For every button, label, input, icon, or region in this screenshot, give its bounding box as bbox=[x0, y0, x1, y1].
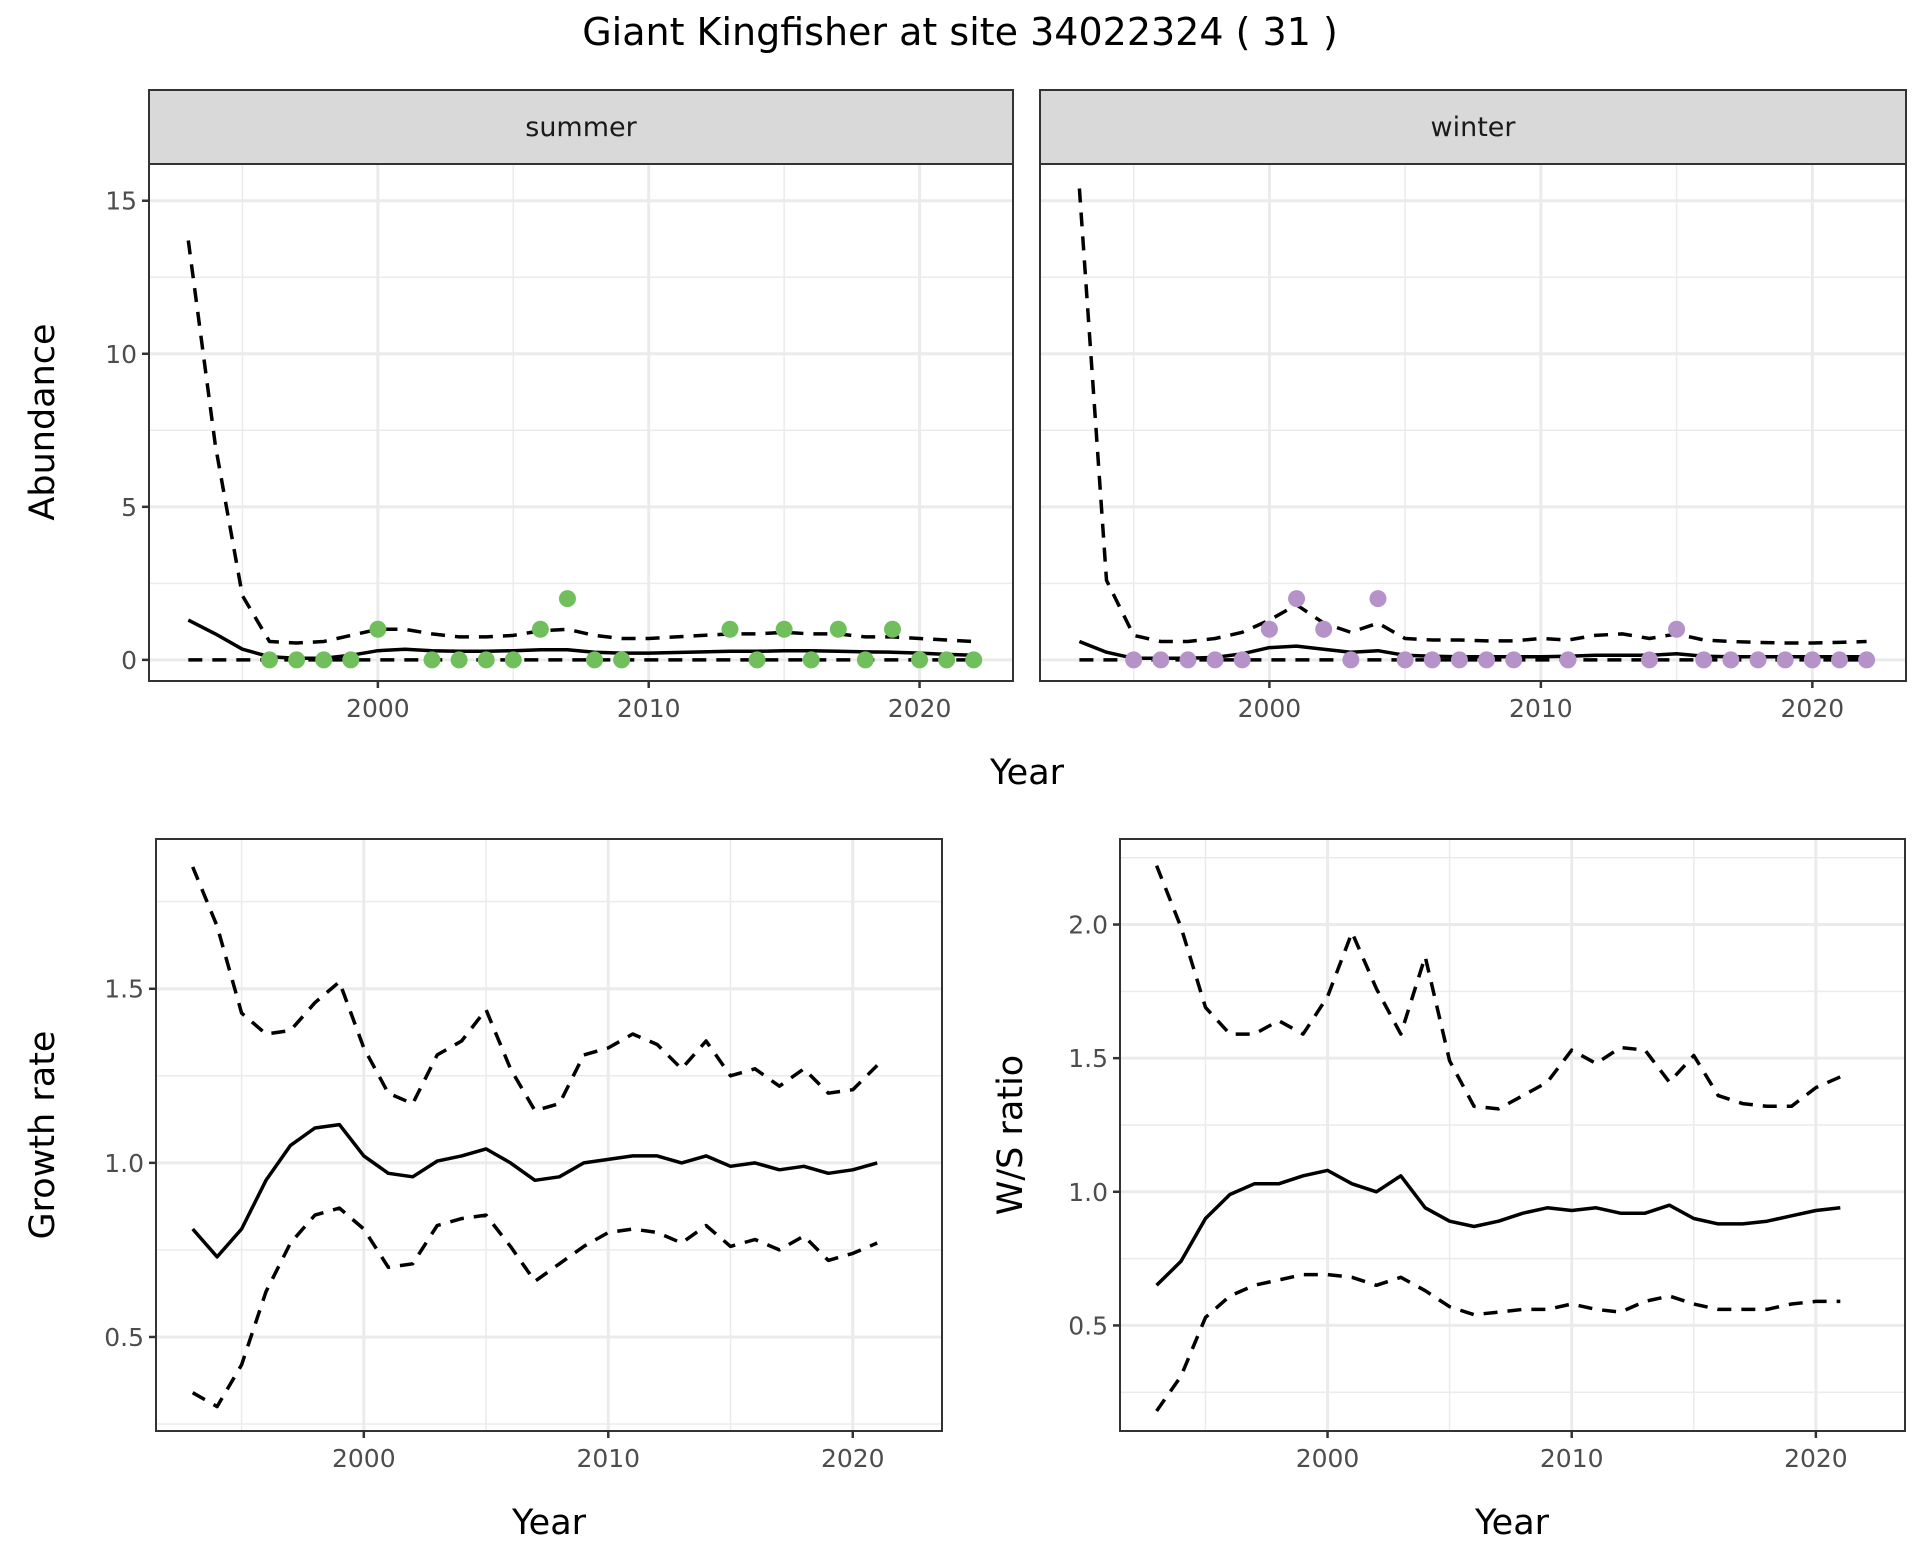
y-tick-label: 0.5 bbox=[104, 1323, 144, 1352]
data-point bbox=[1206, 651, 1224, 669]
data-point bbox=[531, 620, 549, 638]
data-point bbox=[1179, 651, 1197, 669]
panel-background bbox=[1040, 164, 1906, 681]
y-tick-label: 15 bbox=[105, 187, 137, 216]
data-point bbox=[423, 651, 441, 669]
y-axis-title: Growth rate bbox=[23, 1031, 63, 1240]
data-point bbox=[1640, 651, 1658, 669]
facet-strip bbox=[1039, 89, 1907, 165]
summer-panel: 2000 2010 2020 0 5 10 15 summer bbox=[105, 89, 1014, 723]
data-point bbox=[1505, 651, 1523, 669]
data-point bbox=[1478, 651, 1496, 669]
y-tick-label: 1.0 bbox=[1068, 1178, 1108, 1207]
data-point bbox=[1396, 651, 1414, 669]
mean-line bbox=[1155, 1168, 1841, 1287]
panel-border bbox=[155, 838, 943, 1432]
data-point bbox=[342, 651, 360, 669]
data-point bbox=[586, 651, 604, 669]
panel-background bbox=[1120, 839, 1905, 1431]
y-tick-label: 2.0 bbox=[1068, 911, 1108, 940]
data-point bbox=[1152, 651, 1170, 669]
y-axis-title: W/S ratio bbox=[991, 1055, 1031, 1215]
panel-border bbox=[1119, 838, 1906, 1432]
facet-strip bbox=[148, 89, 1014, 165]
data-point bbox=[450, 651, 468, 669]
y-tick-label: 10 bbox=[105, 340, 137, 369]
y-tick-label: 1.5 bbox=[1068, 1044, 1108, 1073]
data-point bbox=[1830, 651, 1848, 669]
data-point bbox=[1803, 651, 1821, 669]
data-point bbox=[1858, 651, 1876, 669]
y-tick-label: 0.5 bbox=[1068, 1311, 1108, 1340]
x-tick-label: 2020 bbox=[1784, 1444, 1848, 1473]
growth-rate-panel: 2000 2010 2020 0.5 1.0 1.5 bbox=[104, 838, 943, 1473]
upper-bound-line bbox=[191, 866, 879, 1113]
facet-strip-label: winter bbox=[1431, 112, 1517, 143]
data-point bbox=[775, 620, 793, 638]
data-point bbox=[288, 651, 306, 669]
y-tick-label: 5 bbox=[121, 493, 137, 522]
data-point bbox=[856, 651, 874, 669]
data-point bbox=[938, 651, 956, 669]
data-point bbox=[1749, 651, 1767, 669]
ws-ratio-panel: 2000 2010 2020 0.5 1.0 1.5 2.0 bbox=[1068, 838, 1906, 1473]
data-point bbox=[1260, 620, 1278, 638]
data-point bbox=[883, 620, 901, 638]
upper-bound-line bbox=[1154, 865, 1842, 1111]
panel-background bbox=[156, 839, 942, 1431]
data-point bbox=[1233, 651, 1251, 669]
data-point bbox=[1125, 651, 1143, 669]
data-point bbox=[369, 620, 387, 638]
y-tick-label: 0 bbox=[121, 646, 137, 675]
x-tick-label: 2010 bbox=[617, 694, 681, 723]
data-point bbox=[965, 651, 983, 669]
x-axis-title: Year bbox=[1474, 1503, 1550, 1543]
data-point bbox=[1776, 651, 1794, 669]
data-point bbox=[1695, 651, 1713, 669]
data-point bbox=[315, 651, 333, 669]
data-point bbox=[261, 651, 279, 669]
x-tick-label: 2000 bbox=[346, 694, 410, 723]
data-point bbox=[1342, 651, 1360, 669]
x-tick-label: 2020 bbox=[1781, 694, 1845, 723]
data-point bbox=[1559, 651, 1577, 669]
data-point bbox=[1288, 590, 1306, 608]
data-point bbox=[477, 651, 495, 669]
data-point bbox=[802, 651, 820, 669]
x-tick-label: 2020 bbox=[888, 694, 952, 723]
x-axis-title: Year bbox=[511, 1503, 587, 1543]
y-axis-title: Abundance bbox=[23, 323, 63, 520]
x-tick-label: 2010 bbox=[1540, 1444, 1604, 1473]
winter-panel: 2000 2010 2020 winter bbox=[1039, 89, 1907, 723]
data-point bbox=[504, 651, 522, 669]
data-point bbox=[1450, 651, 1468, 669]
data-point bbox=[721, 620, 739, 638]
data-point bbox=[1315, 620, 1333, 638]
data-point bbox=[613, 651, 631, 669]
data-point bbox=[911, 651, 929, 669]
facet-strip-label: summer bbox=[525, 112, 637, 143]
x-tick-label: 2000 bbox=[332, 1444, 396, 1473]
y-tick-label: 1.5 bbox=[104, 975, 144, 1004]
data-point bbox=[1722, 651, 1740, 669]
chart-title: Giant Kingfisher at site 34022324 ( 31 ) bbox=[582, 10, 1338, 54]
data-point bbox=[829, 620, 847, 638]
data-point bbox=[1668, 620, 1686, 638]
data-point bbox=[1369, 590, 1387, 608]
y-tick-label: 1.0 bbox=[104, 1149, 144, 1178]
x-tick-label: 2010 bbox=[576, 1444, 640, 1473]
upper-bound-line bbox=[1077, 188, 1867, 645]
x-axis-title: Year bbox=[989, 753, 1065, 793]
lower-bound-line bbox=[1155, 1272, 1841, 1413]
data-point bbox=[1423, 651, 1441, 669]
x-tick-label: 2020 bbox=[821, 1444, 885, 1473]
data-point bbox=[748, 651, 766, 669]
panel-background bbox=[149, 164, 1013, 681]
x-tick-label: 2000 bbox=[1238, 694, 1302, 723]
mean-line bbox=[191, 1122, 878, 1259]
x-tick-label: 2000 bbox=[1296, 1444, 1360, 1473]
x-tick-label: 2010 bbox=[1509, 694, 1573, 723]
data-point bbox=[558, 590, 576, 608]
